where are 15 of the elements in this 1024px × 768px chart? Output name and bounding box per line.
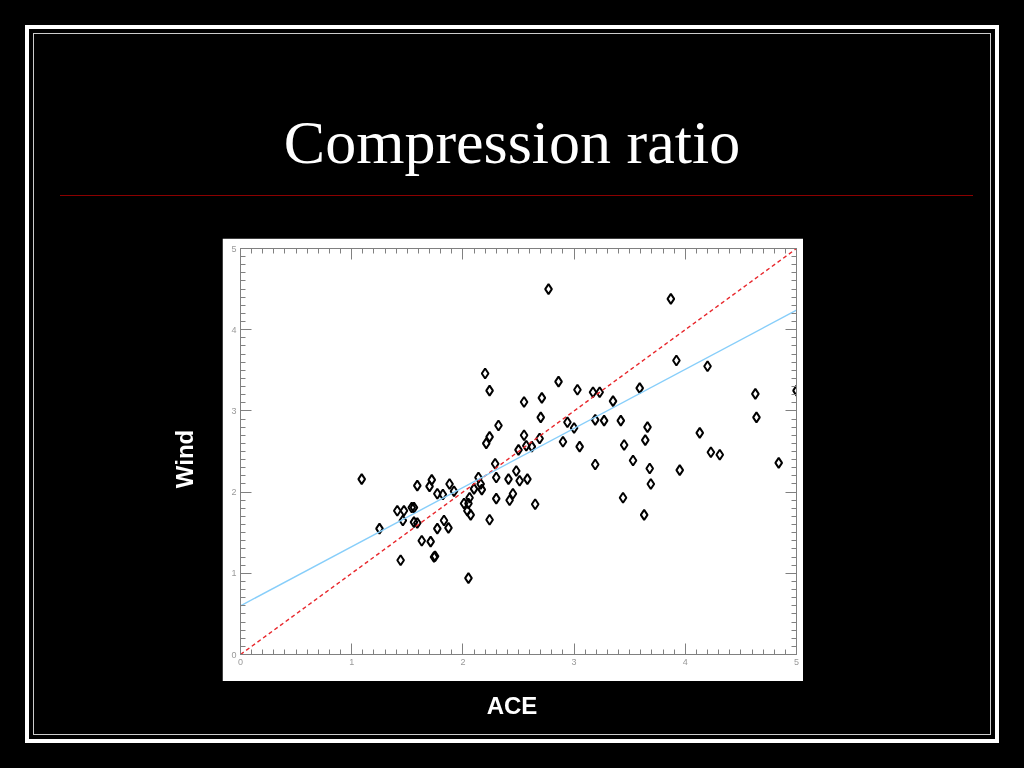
x-axis-title: ACE — [486, 692, 538, 719]
y-tick-label: 2 — [231, 487, 237, 498]
x-tick-label: 3 — [571, 656, 577, 667]
y-tick-label: 0 — [231, 649, 237, 660]
y-tick-label: 3 — [231, 405, 237, 416]
x-tick-label: 2 — [460, 656, 466, 667]
x-tick-label: 1 — [349, 656, 355, 667]
y-tick-label: 1 — [231, 568, 237, 579]
x-tick-label: 0 — [238, 656, 244, 667]
chart-title: Compression ratio — [282, 108, 742, 176]
y-tick-label: 4 — [231, 324, 237, 335]
y-tick-label: 5 — [231, 243, 237, 254]
x-tick-label: 4 — [682, 656, 688, 667]
x-tick-label: 5 — [794, 656, 800, 667]
y-axis-title: Wind — [171, 429, 198, 489]
